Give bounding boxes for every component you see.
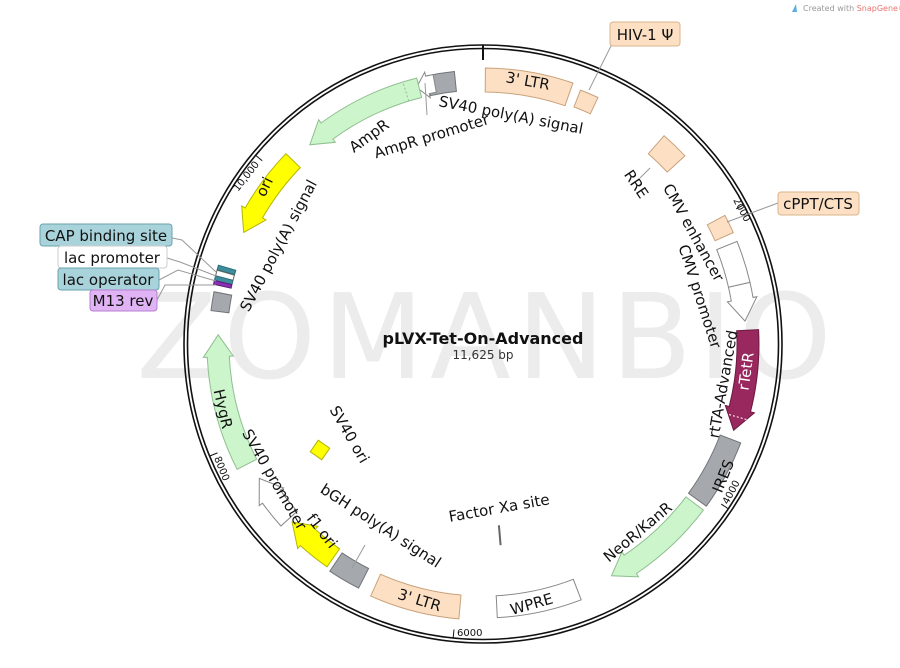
feature-3ltr-bottom[interactable] bbox=[370, 573, 462, 620]
feature-ampr[interactable] bbox=[309, 77, 423, 146]
feature-bgh-polya[interactable] bbox=[329, 552, 370, 589]
feature-cppt-cts[interactable] bbox=[706, 214, 734, 242]
tick-mark bbox=[209, 452, 218, 457]
feature-neor-kanr[interactable] bbox=[610, 496, 705, 578]
callout-lac-promoter-label: lac promoter bbox=[64, 249, 161, 267]
feature-label-bgh-polya[interactable]: bGH poly(A) signal bbox=[317, 480, 444, 571]
feature-sv40-ori[interactable] bbox=[309, 439, 331, 461]
callout-hiv-psi-label: HIV-1 Ψ bbox=[617, 26, 674, 44]
feature-rtetr[interactable] bbox=[724, 329, 760, 432]
callout-cap-binding-site[interactable]: CAP binding site bbox=[39, 223, 173, 247]
feature-label-rre[interactable]: RRE bbox=[620, 167, 652, 202]
feature-hiv-psi[interactable] bbox=[573, 89, 599, 115]
snapgene-credit: Created with SnapGene® bbox=[792, 4, 900, 13]
feature-3ltr-top[interactable] bbox=[484, 67, 574, 107]
feature-cap-binding-site[interactable] bbox=[216, 264, 237, 276]
feature-label-rtetr[interactable]: rTetR bbox=[734, 351, 757, 391]
ampr-divider bbox=[402, 81, 410, 102]
feature-cmv-promoter[interactable] bbox=[726, 281, 758, 322]
tick-mark bbox=[255, 155, 263, 162]
svg-text:Created with SnapGene®: Created with SnapGene® bbox=[803, 4, 900, 13]
leader-lines bbox=[156, 43, 779, 569]
feature-ori[interactable] bbox=[241, 152, 302, 234]
feature-ampr-promoter[interactable] bbox=[415, 70, 437, 99]
feature-label-ampr-promoter[interactable]: AmpR promoter bbox=[372, 110, 492, 162]
feature-m13-rev[interactable] bbox=[212, 279, 233, 289]
plasmid-name: pLVX-Tet-On-Advanced bbox=[383, 329, 584, 348]
callout-cppt-cts-label: cPPT/CTS bbox=[783, 195, 853, 213]
tick-mark bbox=[720, 503, 729, 509]
feature-ires[interactable] bbox=[687, 434, 742, 507]
feature-wpre[interactable] bbox=[495, 578, 582, 619]
callout-lac-operator-label: lac operator bbox=[63, 271, 155, 289]
callout-lac-operator[interactable]: lac operator bbox=[57, 267, 160, 291]
feature-f1-ori[interactable] bbox=[291, 521, 341, 568]
tick-mark bbox=[735, 204, 744, 210]
rtetr-stripes bbox=[728, 414, 747, 420]
tick-label-6000: 6000 bbox=[457, 628, 482, 639]
watermark: ZOMANBIO bbox=[136, 268, 837, 406]
credit-brand: SnapGene® bbox=[857, 4, 900, 13]
tick-marks bbox=[209, 155, 744, 638]
feature-rre[interactable] bbox=[647, 134, 686, 173]
tick-mark bbox=[452, 629, 455, 638]
credit-prefix: Created with bbox=[803, 4, 857, 13]
feature-sv40-polya-left[interactable] bbox=[210, 291, 233, 314]
features bbox=[202, 67, 760, 620]
feature-label-sv40-ori[interactable]: SV40 ori bbox=[326, 403, 373, 467]
callout-cap-label: CAP binding site bbox=[45, 227, 167, 245]
feature-hygr[interactable] bbox=[202, 333, 258, 470]
callout-hiv-psi[interactable]: HIV-1 Ψ bbox=[609, 21, 681, 47]
callout-m13-rev[interactable]: M13 rev bbox=[89, 289, 158, 312]
plasmid-length: 11,625 bp bbox=[452, 348, 513, 362]
snapgene-logo-icon bbox=[792, 4, 797, 12]
callout-lac-promoter[interactable]: lac promoter bbox=[57, 245, 168, 269]
feature-label-factor-xa[interactable]: Factor Xa site bbox=[447, 490, 551, 525]
callout-m13-rev-label: M13 rev bbox=[93, 292, 154, 310]
callout-cppt-cts[interactable]: cPPT/CTS bbox=[777, 191, 860, 216]
tick-label-8000: 8000 bbox=[211, 455, 231, 483]
feature-sv40-promoter[interactable] bbox=[258, 477, 298, 527]
feature-factor-xa-site[interactable] bbox=[497, 525, 502, 546]
